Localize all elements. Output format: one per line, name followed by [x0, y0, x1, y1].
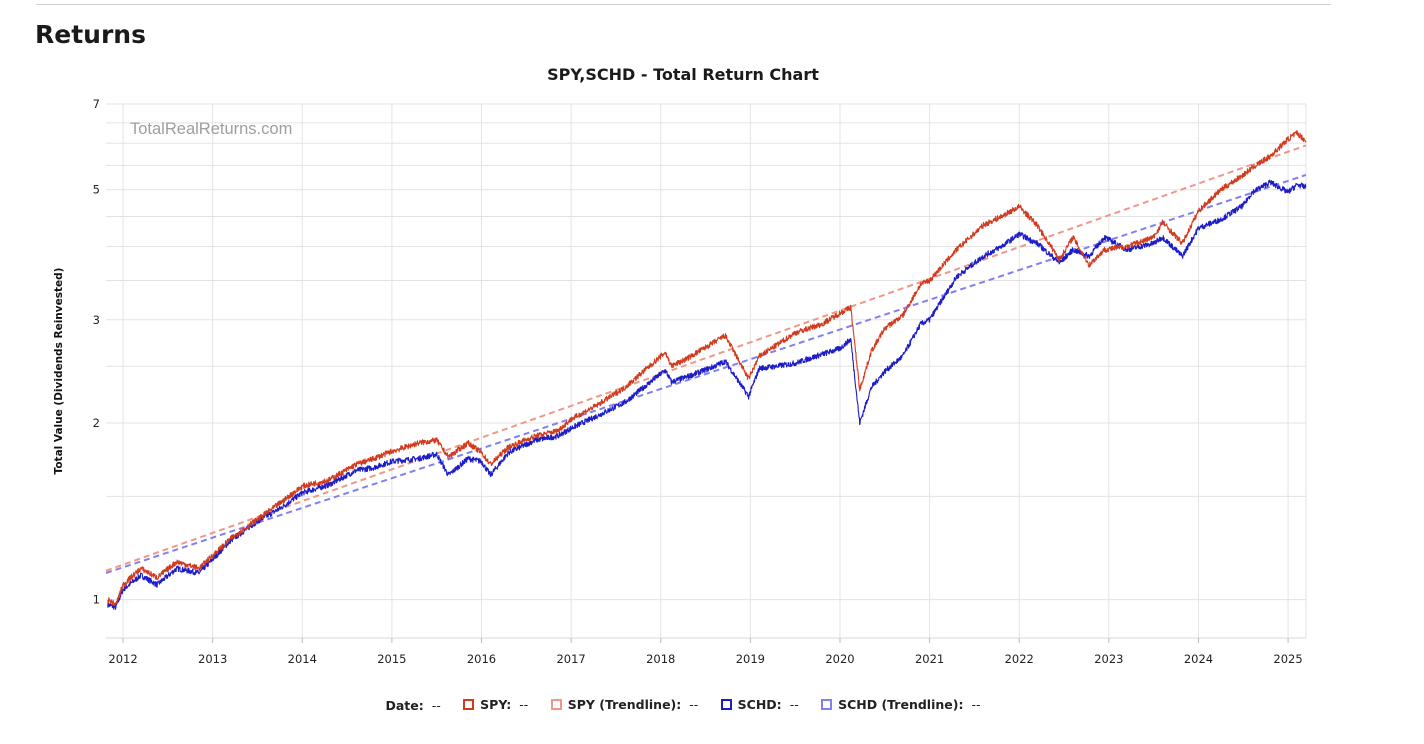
x-tick-label: 2022: [1005, 652, 1034, 666]
x-tick-label: 2017: [556, 652, 585, 666]
x-tick-label: 2019: [736, 652, 765, 666]
x-tick-label: 2018: [646, 652, 675, 666]
page-title: Returns: [35, 20, 146, 49]
legend-item-spy-trendline[interactable]: SPY (Trendline): --: [550, 697, 699, 712]
legend-label-spy-trendline: SPY (Trendline):: [567, 697, 682, 712]
legend-label-schd-trendline: SCHD (Trendline):: [838, 697, 964, 712]
y-tick-label: 5: [93, 183, 100, 197]
legend-date-label: Date:: [385, 698, 424, 713]
x-tick-label: 2023: [1094, 652, 1123, 666]
x-tick-label: 2025: [1273, 652, 1302, 666]
legend-item-schd-trendline[interactable]: SCHD (Trendline): --: [821, 697, 981, 712]
y-tick-label: 3: [93, 313, 100, 327]
y-tick-label: 2: [93, 416, 100, 430]
top-divider: [36, 4, 1331, 5]
series-line-spy: [107, 130, 1307, 607]
legend-value-schd: --: [789, 697, 799, 712]
watermark: TotalRealReturns.com: [130, 120, 292, 138]
x-tick-label: 2013: [198, 652, 227, 666]
legend-swatch-spy-trendline: [550, 699, 562, 710]
legend-value-spy: --: [519, 697, 529, 712]
trendline-spy: [105, 144, 1307, 572]
y-tick-label: 1: [93, 593, 100, 607]
legend-swatch-schd-trendline: [821, 699, 833, 710]
x-tick-label: 2021: [915, 652, 944, 666]
legend-swatch-schd: [720, 699, 732, 710]
x-tick-label: 2016: [467, 652, 496, 666]
legend-label-schd: SCHD:: [737, 697, 782, 712]
legend-item-spy[interactable]: SPY: --: [463, 697, 528, 712]
legend-date-value: --: [431, 698, 441, 713]
series-line-schd: [107, 179, 1307, 610]
legend-value-schd-trendline: --: [971, 697, 981, 712]
trendline-schd: [105, 173, 1307, 574]
x-tick-label: 2024: [1184, 652, 1213, 666]
legend-swatch-spy: [463, 699, 475, 710]
chart-title: SPY,SCHD - Total Return Chart: [547, 65, 819, 84]
legend-value-spy-trendline: --: [689, 697, 699, 712]
x-tick-label: 2014: [288, 652, 317, 666]
x-tick-label: 2015: [377, 652, 406, 666]
legend-item-schd[interactable]: SCHD: --: [720, 697, 799, 712]
legend-date: Date: --: [386, 698, 441, 713]
x-tick-label: 2012: [108, 652, 137, 666]
x-tick-label: 2020: [825, 652, 854, 666]
y-tick-label: 7: [93, 97, 100, 111]
legend-label-spy: SPY:: [480, 697, 512, 712]
chart-legend: Date: -- SPY: -- SPY (Trendline): -- SCH…: [0, 697, 1366, 713]
y-axis-title: Total Value (Dividends Reinvested): [53, 268, 65, 475]
